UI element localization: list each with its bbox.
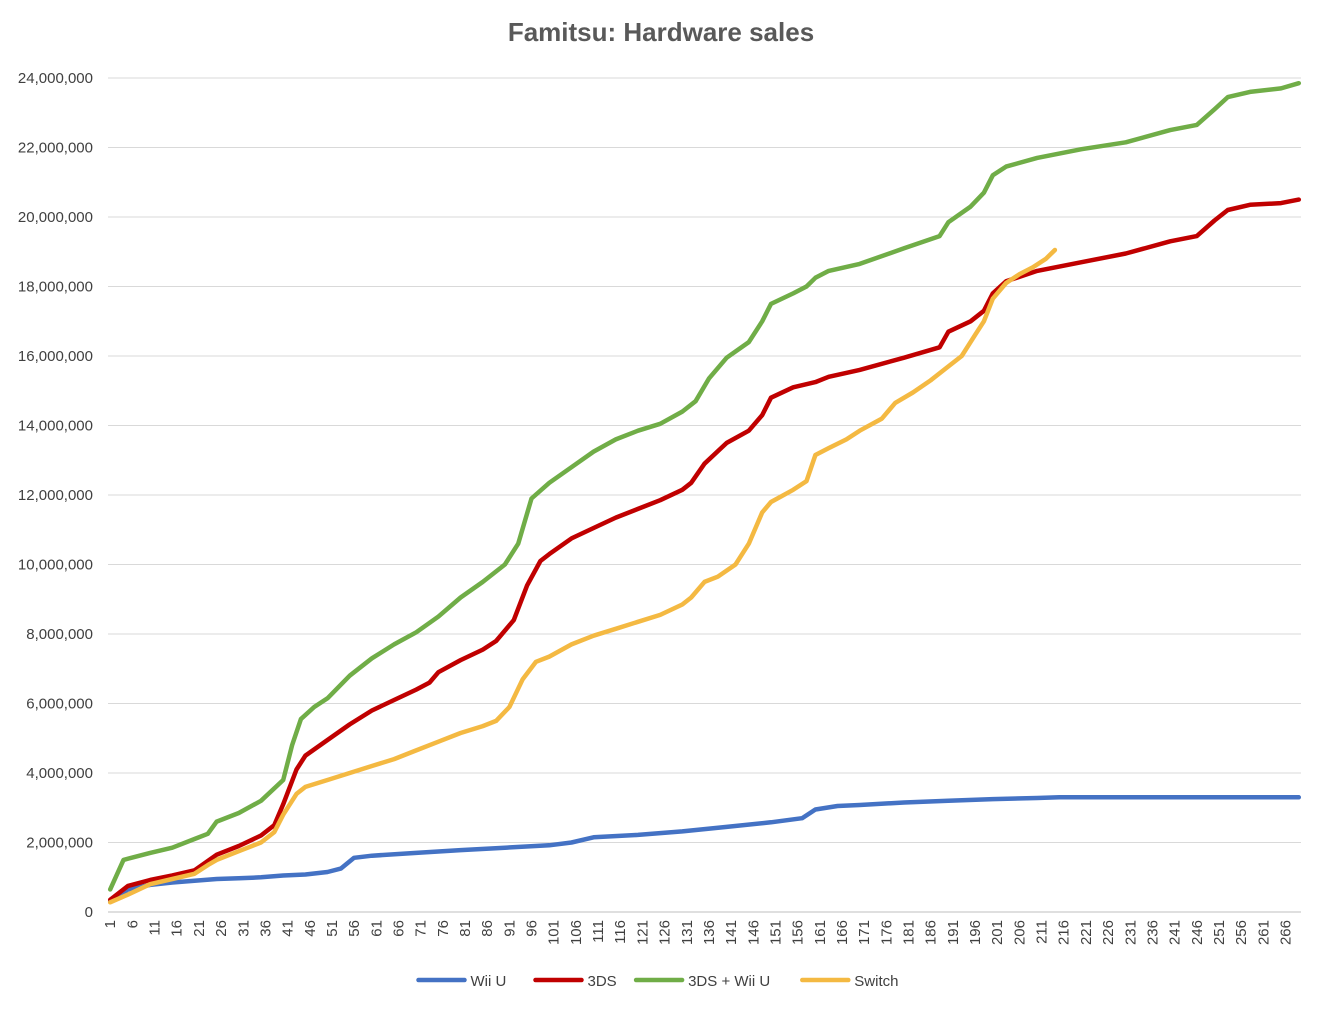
x-tick-label: 56 (346, 920, 363, 937)
y-tick-label: 22,000,000 (18, 140, 93, 157)
x-tick-label: 26 (213, 920, 230, 937)
x-tick-label: 21 (191, 920, 208, 937)
x-tick-label: 16 (169, 920, 186, 937)
y-tick-label: 8,000,000 (26, 626, 93, 643)
x-tick-label: 1 (102, 920, 119, 928)
x-tick-label: 246 (1189, 920, 1206, 945)
x-tick-label: 141 (723, 920, 740, 945)
x-tick-label: 176 (878, 920, 895, 945)
x-tick-label: 156 (790, 920, 807, 945)
gridlines (108, 77, 1301, 843)
x-tick-label: 36 (257, 920, 274, 937)
x-tick-label: 86 (479, 920, 496, 937)
x-axis-tick-labels: 1 6 11 16 21 26 31 36 41 46 51 56 61 66 71 76 81 86 91 96 10… (102, 920, 1294, 945)
x-tick-label: 116 (612, 920, 629, 944)
x-tick-label: 256 (1233, 920, 1250, 945)
y-tick-label: 16,000,000 (18, 348, 93, 365)
x-tick-label: 111 (590, 920, 607, 943)
x-tick-label: 201 (989, 920, 1006, 945)
x-tick-label: 81 (457, 920, 474, 937)
x-tick-label: 196 (967, 920, 984, 945)
legend-label-3ds-wii-u: 3DS + Wii U (688, 973, 770, 990)
y-tick-label: 14,000,000 (18, 418, 93, 435)
y-tick-label: 10,000,000 (18, 557, 93, 574)
x-tick-label: 146 (745, 920, 762, 945)
x-tick-label: 51 (324, 920, 341, 937)
x-tick-label: 206 (1011, 920, 1028, 945)
legend-label-switch: Switch (854, 973, 898, 990)
x-tick-label: 96 (524, 920, 541, 937)
x-tick-label: 101 (546, 920, 563, 945)
y-tick-label: 18,000,000 (18, 279, 93, 296)
y-tick-label: 2,000,000 (26, 835, 93, 852)
x-tick-label: 251 (1211, 920, 1228, 945)
legend-label-wii-u: Wii U (471, 973, 507, 990)
series-line-switch (107, 247, 1058, 905)
x-tick-label: 186 (923, 920, 940, 945)
x-tick-label: 241 (1167, 920, 1184, 945)
legend-label-3ds: 3DS (588, 973, 617, 990)
x-tick-label: 161 (812, 920, 829, 945)
x-tick-label: 181 (901, 920, 918, 945)
x-tick-label: 11 (147, 920, 164, 936)
x-tick-label: 226 (1100, 920, 1117, 945)
x-tick-label: 6 (124, 920, 141, 928)
x-tick-label: 236 (1144, 920, 1161, 945)
x-tick-label: 91 (501, 920, 518, 937)
x-tick-label: 46 (302, 920, 319, 937)
x-tick-label: 151 (767, 920, 784, 945)
x-tick-label: 31 (235, 920, 252, 937)
x-tick-label: 106 (568, 920, 585, 945)
x-tick-label: 126 (657, 920, 674, 945)
x-tick-label: 261 (1255, 920, 1272, 945)
x-tick-label: 171 (856, 920, 873, 945)
y-tick-label: 0 (85, 904, 93, 921)
x-tick-label: 61 (368, 920, 385, 937)
chart-title: Famitsu: Hardware sales (508, 17, 814, 47)
x-tick-label: 216 (1056, 920, 1073, 945)
y-tick-label: 4,000,000 (26, 765, 93, 782)
y-tick-label: 20,000,000 (18, 209, 93, 226)
y-axis-tick-labels: 0 2,000,000 4,000,000 6,000,000 8,000,000 10,… (18, 70, 93, 921)
y-tick-label: 6,000,000 (26, 696, 93, 713)
series-line-3ds-wii-u (107, 80, 1302, 892)
y-tick-label: 24,000,000 (18, 70, 93, 87)
x-tick-label: 41 (280, 920, 297, 937)
x-tick-label: 71 (413, 920, 430, 937)
x-tick-label: 121 (634, 920, 651, 945)
series-line-wii-u (107, 795, 1302, 904)
series-lines (107, 80, 1302, 905)
legend: Wii U 3DS 3DS + Wii U Switch (416, 973, 898, 990)
x-tick-label: 266 (1277, 920, 1294, 945)
x-tick-label: 211 (1034, 920, 1051, 944)
x-tick-label: 231 (1122, 920, 1139, 945)
x-tick-label: 136 (701, 920, 718, 945)
x-tick-label: 131 (679, 920, 696, 945)
x-tick-label: 66 (390, 920, 407, 937)
x-tick-label: 76 (435, 920, 452, 937)
y-tick-label: 12,000,000 (18, 487, 93, 504)
x-tick-label: 166 (834, 920, 851, 945)
series-line-3ds (107, 197, 1302, 903)
x-tick-label: 191 (945, 920, 962, 945)
x-tick-label: 221 (1078, 920, 1095, 945)
